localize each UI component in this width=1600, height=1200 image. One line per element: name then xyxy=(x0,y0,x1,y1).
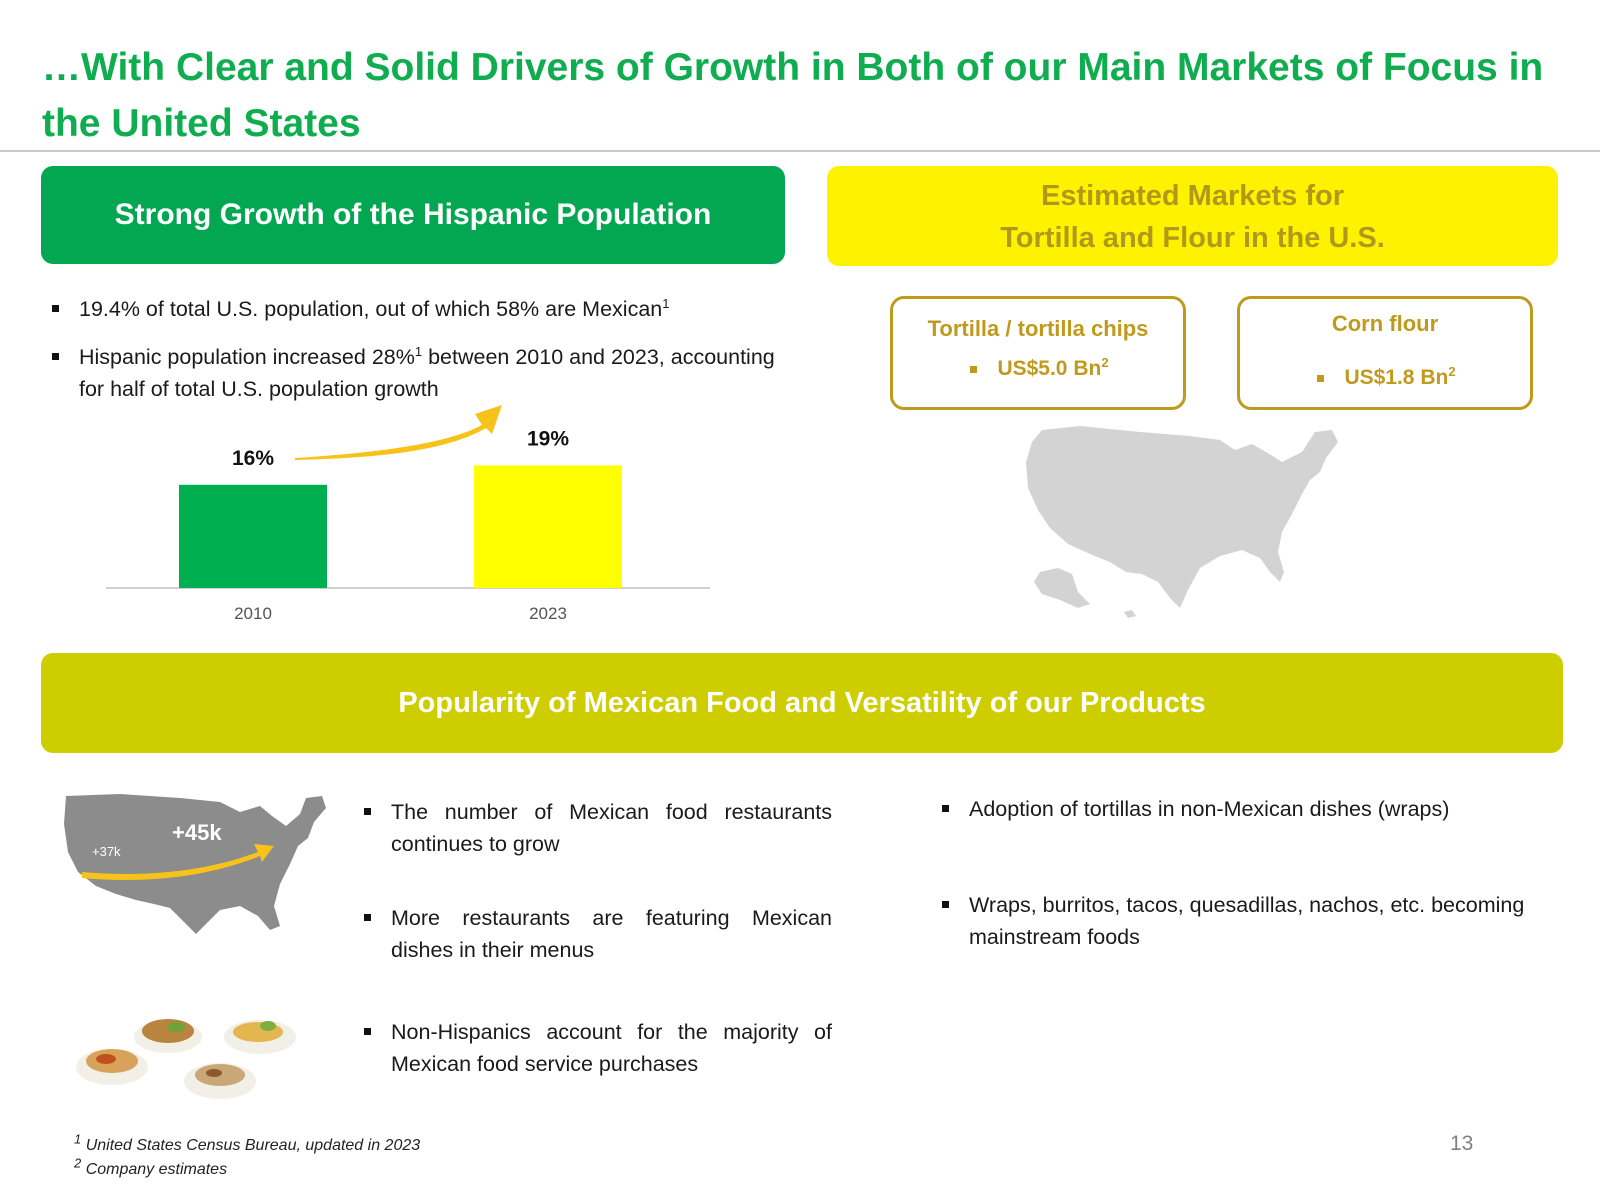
bullet-population-share: 19.4% of total U.S. population, out of w… xyxy=(50,293,780,325)
market-tortilla-box: Tortilla / tortilla chips US$5.0 Bn2 xyxy=(890,296,1186,410)
market-tortilla-name: Tortilla / tortilla chips xyxy=(927,316,1149,341)
bar-label-2010: 16% xyxy=(232,447,274,470)
mexican-food-plates-icon xyxy=(76,1019,296,1099)
restaurants-west-label: +37k xyxy=(92,844,121,859)
restaurants-east-label: +45k xyxy=(172,820,222,845)
bullet-mainstream-foods: Wraps, burritos, tacos, quesadillas, nac… xyxy=(940,889,1560,953)
hispanic-bullets: 19.4% of total U.S. population, out of w… xyxy=(50,293,780,421)
market-corn-flour-box: Corn flour US$1.8 Bn2 xyxy=(1237,296,1533,410)
bullet-population-increase: Hispanic population increased 28%1 betwe… xyxy=(50,341,780,405)
markets-header: Estimated Markets for Tortilla and Flour… xyxy=(827,166,1558,266)
page-number: 13 xyxy=(1450,1132,1474,1155)
markets-header-line1: Estimated Markets for xyxy=(1041,180,1344,212)
market-corn-flour-name: Corn flour xyxy=(1331,311,1439,336)
category-label-2023: 2023 xyxy=(529,604,567,623)
page-title: …With Clear and Solid Drivers of Growth … xyxy=(42,46,1544,145)
footnote-1: 1 United States Census Bureau, updated i… xyxy=(74,1131,421,1154)
bullet-tortilla-adoption: Adoption of tortillas in non-Mexican dis… xyxy=(940,793,1560,825)
footnotes: 1 United States Census Bureau, updated i… xyxy=(74,1131,421,1182)
footnote-2: 2 Company estimates xyxy=(74,1155,228,1178)
market-corn-flour-value: US$1.8 Bn2 xyxy=(1314,363,1456,393)
hispanic-growth-header: Strong Growth of the Hispanic Population xyxy=(41,166,785,264)
usa-map-icon xyxy=(1026,426,1338,618)
bullet-non-hispanics: Non-Hispanics account for the majority o… xyxy=(362,1016,832,1080)
bullet-restaurants-featuring: More restaurants are featuring Mexican d… xyxy=(362,902,832,966)
restaurant-growth-map-icon: +37k +45k xyxy=(64,794,326,934)
title-divider xyxy=(0,150,1600,152)
category-label-2010: 2010 xyxy=(234,604,272,623)
markets-header-line2: Tortilla and Flour in the U.S. xyxy=(1000,222,1385,254)
bar-2010 xyxy=(179,484,327,588)
growth-arrow-icon xyxy=(295,405,502,460)
popularity-bullets-right: Adoption of tortillas in non-Mexican dis… xyxy=(940,793,1560,969)
popularity-header: Popularity of Mexican Food and Versatili… xyxy=(41,653,1563,753)
popularity-bullets-left: The number of Mexican food restaurants c… xyxy=(362,796,832,1096)
bar-label-2023: 19% xyxy=(527,427,569,450)
hispanic-population-chart: 16% 19% 2010 2023 xyxy=(106,405,710,623)
market-tortilla-value: US$5.0 Bn2 xyxy=(967,354,1109,384)
bar-2023 xyxy=(474,465,622,588)
bullet-restaurants-grow: The number of Mexican food restaurants c… xyxy=(362,796,832,860)
